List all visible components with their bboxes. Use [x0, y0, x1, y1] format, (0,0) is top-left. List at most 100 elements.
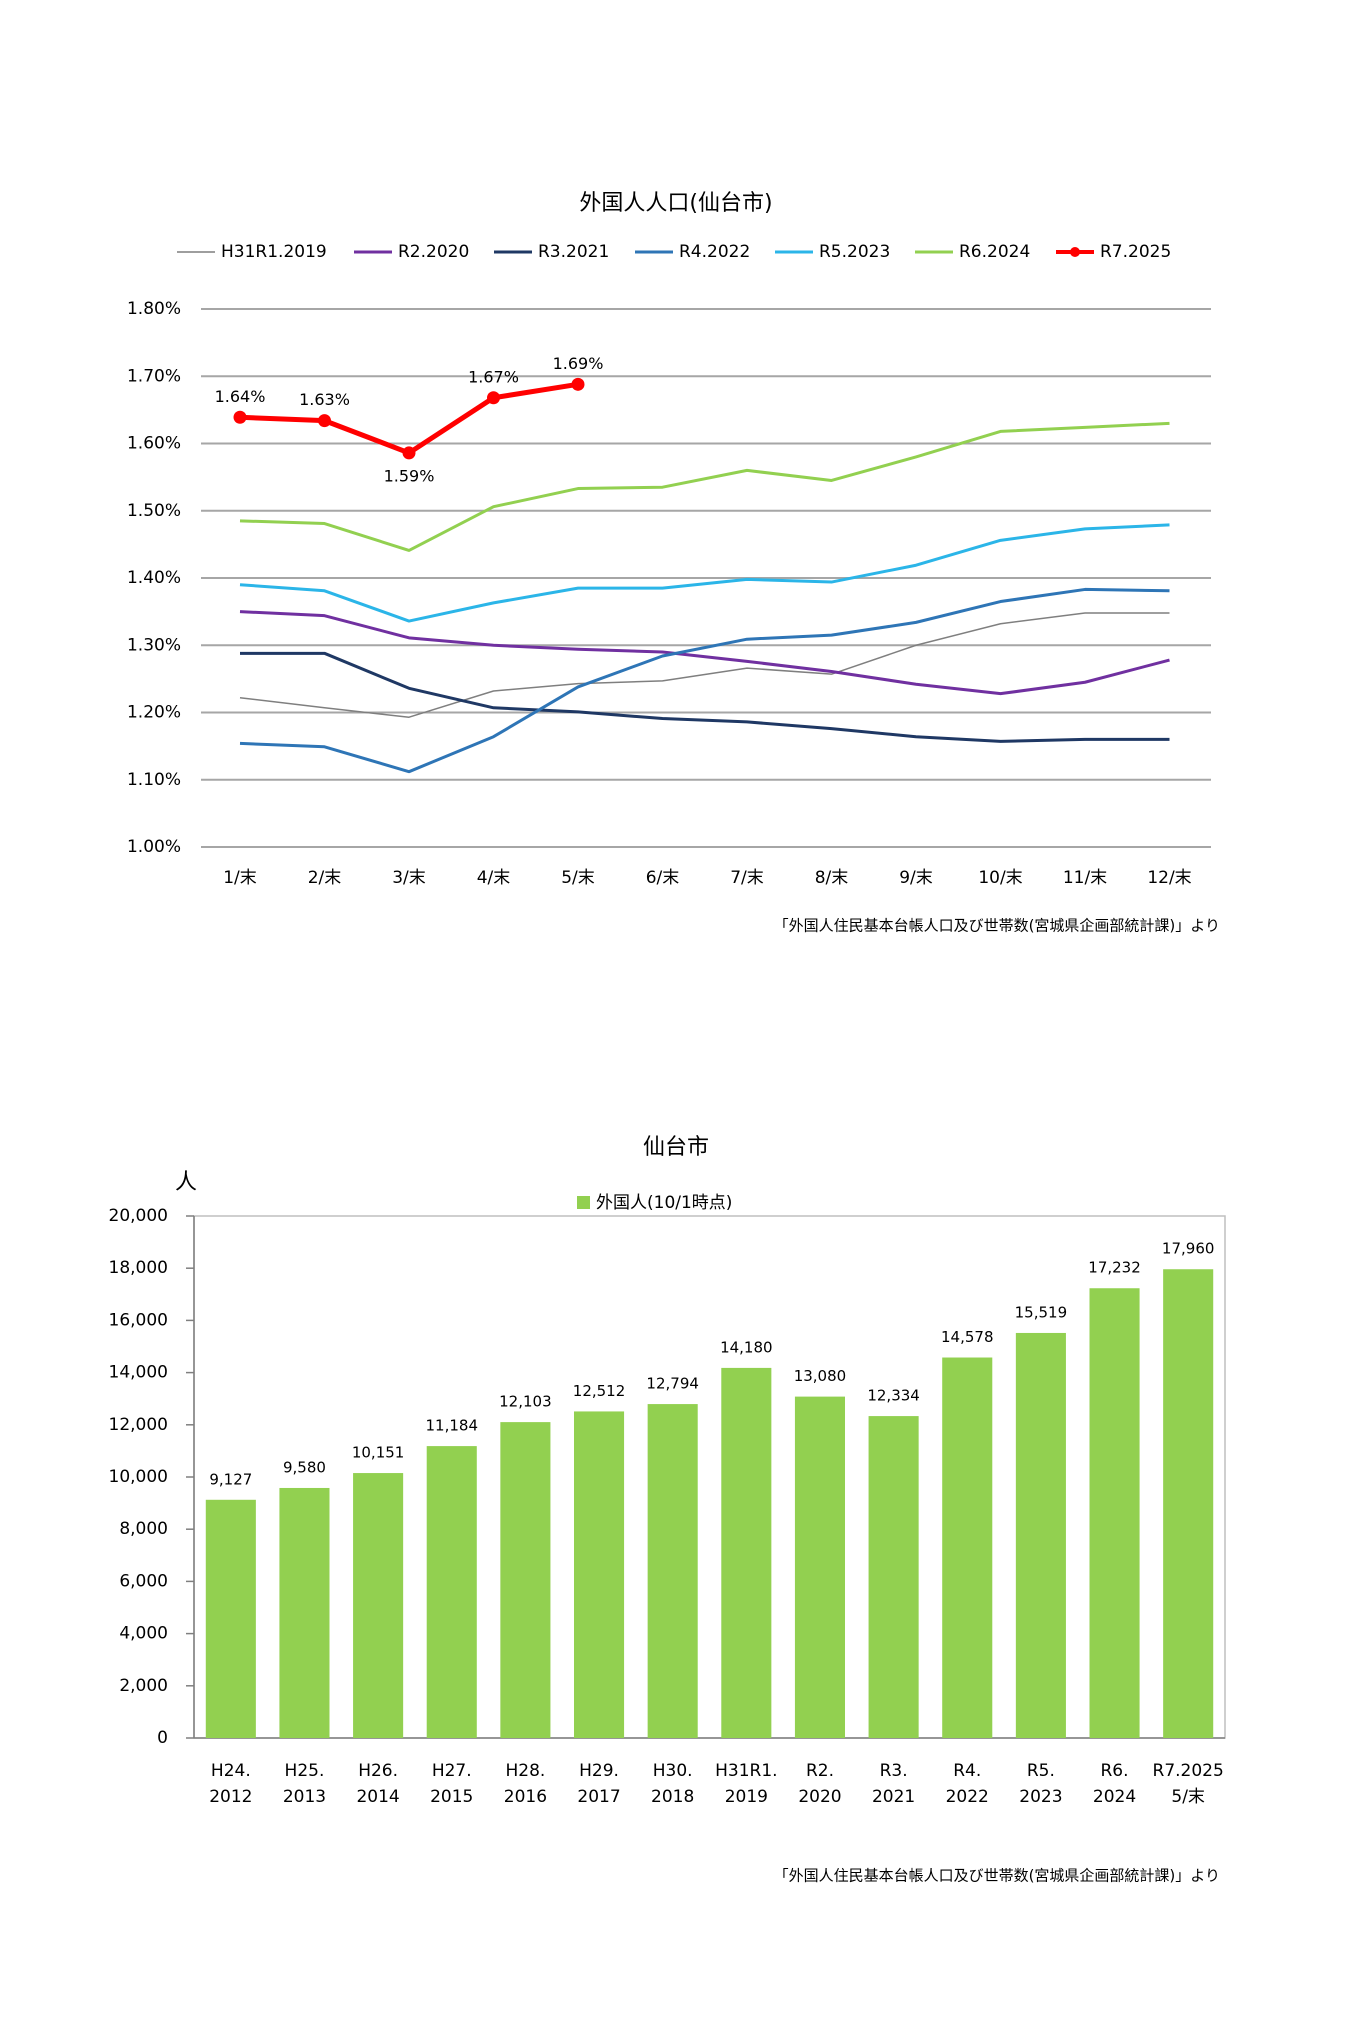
y-tick-label: 1.00%	[127, 837, 181, 857]
legend-label: R4.2022	[679, 242, 750, 262]
y-tick-label: 12,000	[109, 1415, 168, 1435]
chart-title: 外国人人口(仙台市)	[579, 191, 772, 216]
data-label: 17,960	[1162, 1240, 1215, 1258]
point	[233, 410, 247, 424]
x-tick-label: 3/末	[392, 868, 426, 888]
x-tick-label: H24.	[211, 1761, 251, 1781]
y-tick-label: 1.30%	[127, 635, 181, 655]
bar	[279, 1487, 330, 1738]
y-tick-label: 1.40%	[127, 568, 181, 588]
point	[487, 391, 500, 405]
x-tick-label: 9/末	[899, 868, 933, 888]
y-tick-label: 16,000	[109, 1310, 168, 1330]
legend-label: R6.2024	[959, 242, 1030, 262]
x-tick-label: 2024	[1093, 1787, 1136, 1807]
legend-label: 外国人(10/1時点)	[596, 1193, 732, 1213]
bar	[1163, 1269, 1214, 1738]
bar	[205, 1499, 256, 1738]
x-tick-label: R4.	[953, 1761, 981, 1781]
data-label: 12,794	[646, 1375, 699, 1393]
plot-frame	[193, 1215, 1226, 1739]
source-note: 「外国人住民基本台帳人口及び世帯数(宮城県企画部統計課)」より	[774, 1867, 1220, 1885]
y-tick-label: 1.10%	[127, 770, 181, 790]
data-label: 1.67%	[468, 367, 519, 386]
data-label: 9,580	[283, 1458, 326, 1476]
y-axis-label: 人	[175, 1170, 197, 1195]
x-tick-label: R2.	[806, 1761, 834, 1781]
x-tick-label: 2021	[872, 1787, 915, 1807]
data-label: 10,151	[352, 1444, 405, 1462]
data-label: 9,127	[209, 1470, 252, 1488]
x-tick-label: R6.	[1101, 1761, 1129, 1781]
bar	[647, 1404, 698, 1738]
x-tick-label: R7.2025	[1153, 1761, 1224, 1781]
data-label: 1.59%	[384, 466, 435, 485]
x-tick-label: 2014	[356, 1787, 399, 1807]
x-tick-label: H25.	[285, 1761, 325, 1781]
x-tick-label: H29.	[579, 1761, 619, 1781]
bar	[721, 1367, 772, 1738]
x-tick-label: 12/末	[1147, 868, 1191, 888]
bar	[426, 1446, 477, 1738]
x-tick-label: R3.	[880, 1761, 908, 1781]
y-tick-label: 1.80%	[127, 299, 181, 319]
data-label: 1.69%	[553, 354, 604, 373]
y-tick-label: 1.20%	[127, 703, 181, 723]
bar	[1015, 1332, 1066, 1738]
bar	[353, 1473, 404, 1738]
y-tick-label: 18,000	[109, 1258, 168, 1278]
y-tick-label: 1.50%	[127, 501, 181, 521]
x-tick-label: 6/末	[646, 868, 680, 888]
x-tick-label: 11/末	[1063, 868, 1107, 888]
legend-label: R2.2020	[398, 242, 469, 262]
series-line	[239, 421, 1170, 552]
x-tick-label: 2/末	[308, 868, 342, 888]
data-label: 14,180	[720, 1338, 773, 1356]
legend-marker	[1070, 247, 1080, 257]
series-line	[239, 610, 1170, 696]
legend-label: R7.2025	[1100, 242, 1171, 262]
y-tick-label: 6,000	[119, 1571, 168, 1591]
x-tick-label: 8/末	[815, 868, 849, 888]
legend-label: H31R1.2019	[221, 242, 327, 262]
x-tick-label: 2016	[504, 1787, 547, 1807]
data-label: 13,080	[794, 1367, 847, 1385]
y-tick-label: 4,000	[119, 1624, 168, 1644]
point	[571, 377, 585, 391]
legend-label: R3.2021	[538, 242, 609, 262]
bar	[573, 1411, 625, 1738]
bar	[868, 1416, 919, 1738]
y-tick-label: 1.60%	[127, 434, 181, 454]
data-label: 1.63%	[299, 390, 350, 409]
y-tick-label: 14,000	[109, 1363, 168, 1383]
x-tick-label: 1/末	[223, 868, 257, 888]
x-tick-label: H31R1.	[715, 1761, 777, 1781]
bar	[794, 1396, 846, 1738]
series-line	[240, 651, 1170, 743]
x-tick-label: H26.	[358, 1761, 398, 1781]
x-tick-label: 4/末	[477, 868, 511, 888]
legend-swatch	[577, 1196, 590, 1209]
x-tick-label: 2017	[577, 1787, 620, 1807]
y-tick-label: 10,000	[109, 1467, 168, 1487]
x-tick-label: 2013	[283, 1787, 326, 1807]
data-label: 17,232	[1088, 1259, 1141, 1277]
y-tick-label: 0	[157, 1728, 168, 1748]
x-tick-label: 2018	[651, 1787, 694, 1807]
series-line	[239, 587, 1170, 774]
x-tick-label: 5/末	[561, 868, 595, 888]
x-tick-label: 2015	[430, 1787, 473, 1807]
data-label: 11,184	[426, 1417, 479, 1435]
x-tick-label: 5/末	[1171, 1787, 1205, 1807]
data-label: 15,519	[1015, 1303, 1068, 1321]
x-tick-label: H28.	[505, 1761, 545, 1781]
x-tick-label: 10/末	[978, 868, 1022, 888]
data-label: 1.64%	[215, 387, 266, 406]
data-label: 14,578	[941, 1328, 994, 1346]
bar	[1089, 1288, 1140, 1738]
x-tick-label: 2020	[798, 1787, 841, 1807]
y-tick-label: 8,000	[119, 1519, 168, 1539]
source-note: 「外国人住民基本台帳人口及び世帯数(宮城県企画部統計課)」より	[774, 917, 1220, 935]
legend-label: R5.2023	[819, 242, 890, 262]
